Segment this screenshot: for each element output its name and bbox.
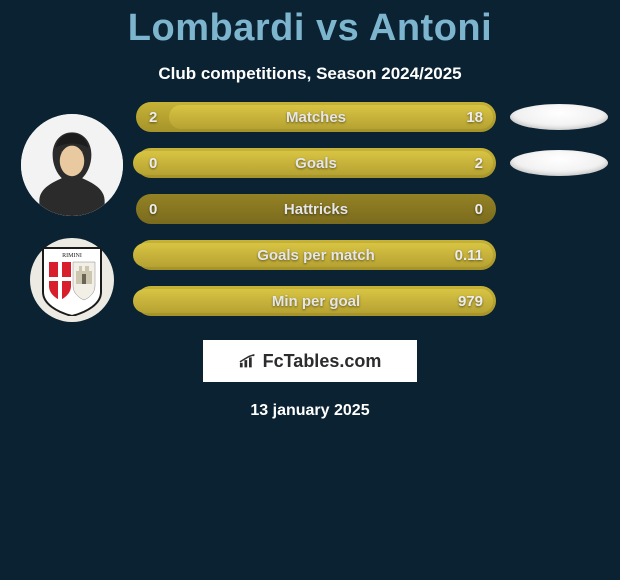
club-crest-icon: RIMINI <box>39 244 105 316</box>
stat-bars: 2Matches180Goals20Hattricks0Goals per ma… <box>136 102 612 332</box>
stat-right-value: 2 <box>465 155 493 172</box>
stat-row: 2Matches18 <box>136 102 608 132</box>
avatar-placeholder-icon <box>21 114 123 216</box>
stat-bar-shell: 0Hattricks0 <box>136 194 496 224</box>
winner-ellipse <box>510 150 608 176</box>
stat-label: Goals <box>136 155 496 172</box>
brand-text: FcTables.com <box>263 351 382 372</box>
left-column: RIMINI <box>8 102 136 332</box>
stat-right-value: 0 <box>465 201 493 218</box>
page-title: Lombardi vs Antoni <box>8 7 612 50</box>
winner-ellipse <box>510 104 608 130</box>
main-row: RIMINI 2Matches180Goals20Hattricks0Goals… <box>8 102 612 332</box>
stat-bar-shell: Goals per match0.11 <box>136 240 496 270</box>
player-a-avatar <box>21 114 123 216</box>
stat-label: Hattricks <box>136 201 496 218</box>
stat-row: Goals per match0.11 <box>136 240 608 270</box>
stat-right-value: 979 <box>448 293 493 310</box>
player-a-crest: RIMINI <box>30 238 114 322</box>
svg-text:RIMINI: RIMINI <box>62 253 82 259</box>
stat-bar-shell: 0Goals2 <box>136 148 496 178</box>
stat-row: 0Hattricks0 <box>136 194 608 224</box>
stat-right-value: 18 <box>456 109 493 126</box>
stat-bar-shell: Min per goal979 <box>136 286 496 316</box>
comparison-card: Lombardi vs Antoni Club competitions, Se… <box>0 0 620 420</box>
brand-chart-icon <box>239 353 259 369</box>
brand-badge[interactable]: FcTables.com <box>203 340 417 382</box>
stat-row: Min per goal979 <box>136 286 608 316</box>
stat-label: Min per goal <box>136 293 496 310</box>
date-label: 13 january 2025 <box>8 402 612 420</box>
stat-row: 0Goals2 <box>136 148 608 178</box>
stat-label: Goals per match <box>136 247 496 264</box>
page-subtitle: Club competitions, Season 2024/2025 <box>8 64 612 84</box>
stat-label: Matches <box>136 109 496 126</box>
stat-right-value: 0.11 <box>445 247 493 264</box>
stat-bar-shell: 2Matches18 <box>136 102 496 132</box>
